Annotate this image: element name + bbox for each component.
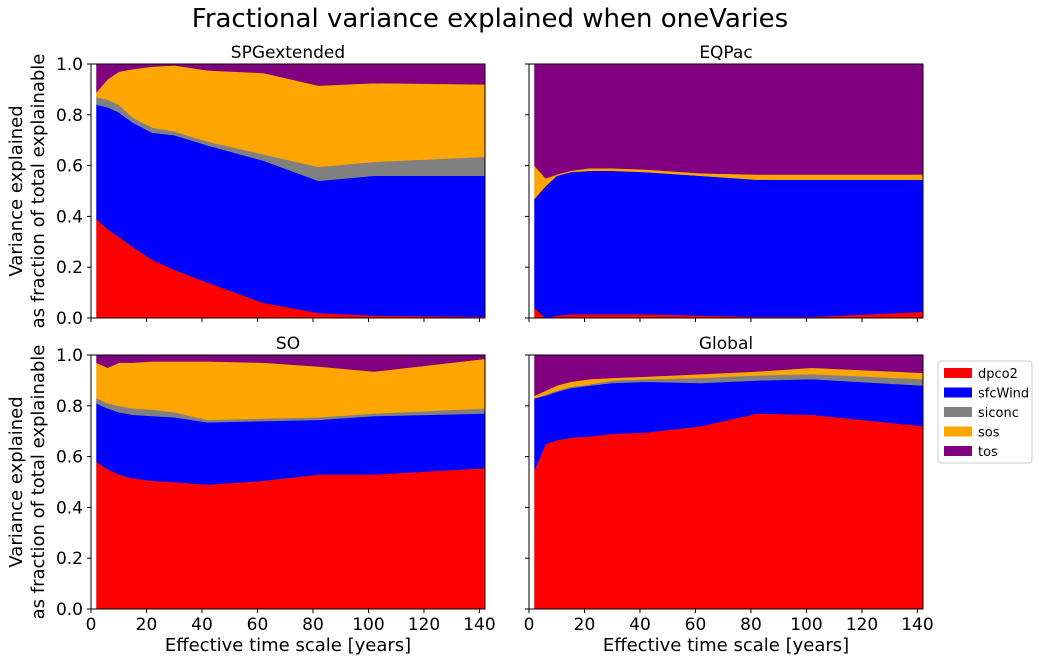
y-tick-label: 0.0 [56, 600, 83, 620]
legend-label-siconc: siconc [978, 406, 1019, 421]
panel-title: EQPac [699, 43, 752, 63]
y-axis-label-line1: Variance explained [6, 105, 27, 276]
panels: SPGextended 0.0 0.2 0.4 0.6 0.8 1.0 Variance ex… [6, 43, 934, 656]
axes-frame [528, 354, 924, 610]
panel-title: SO [276, 334, 300, 354]
legend-label-tos: tos [978, 445, 998, 460]
figure-title: Fractional variance explained when oneVa… [192, 4, 788, 34]
panel-spgextended: SPGextended 0.0 0.2 0.4 0.6 0.8 1.0 Variance ex… [6, 43, 486, 329]
x-axis-label: Effective time scale [years] [165, 635, 411, 656]
legend-label-sfcWind: sfcWind [978, 387, 1029, 402]
y-axis-label-line2: as fraction of total explainable [28, 345, 49, 620]
y-tick-label: 0.0 [56, 309, 83, 329]
axes-frame [528, 63, 924, 319]
stacked-areas [534, 355, 923, 609]
axes-frame [90, 63, 486, 319]
x-tick-label: 0 [86, 615, 97, 635]
legend-swatch-siconc [944, 407, 972, 417]
x-tick-label: 100 [352, 615, 384, 635]
y-tick-label: 0.2 [56, 258, 83, 278]
stacked-areas [534, 64, 923, 318]
panel-global: Global 0 20 40 60 80 100 120 140 Effective time s… [524, 334, 934, 656]
legend-swatch-sfcWind [944, 387, 972, 398]
y-tick-label: 0.4 [56, 498, 83, 518]
x-tick-label: 120 [408, 615, 440, 635]
x-tick-label: 20 [136, 615, 158, 635]
y-axis-label-line2: as fraction of total explainable [28, 54, 49, 329]
x-tick-label: 0 [524, 615, 535, 635]
x-tick-label: 120 [846, 615, 878, 635]
x-tick-label: 140 [901, 615, 933, 635]
x-tick-label: 80 [740, 615, 762, 635]
area-dpco2 [96, 461, 485, 609]
area-tos [534, 64, 923, 179]
panel-title: SPGextended [231, 43, 345, 63]
y-tick-label: 0.6 [56, 157, 83, 177]
legend-box [937, 360, 1033, 464]
area-sfcWind [534, 170, 923, 318]
legend-swatch-tos [944, 446, 972, 456]
panel-title: Global [699, 334, 753, 354]
legend-swatch-sos [944, 426, 972, 437]
x-tick-label: 100 [790, 615, 822, 635]
panel-eqpac: EQPac [525, 43, 924, 322]
panel-so: SO 0.0 0.2 0.4 0.6 0.8 1.0 0 20 40 60 80 100 120 140 Ef… [6, 334, 496, 656]
legend-label-sos: sos [978, 426, 1000, 441]
stacked-areas [96, 355, 485, 609]
stacked-areas [96, 64, 485, 318]
x-tick-label: 40 [629, 615, 651, 635]
x-tick-label: 60 [685, 615, 707, 635]
legend: dpco2 sfcWind siconc sos tos [937, 360, 1033, 464]
x-axis-label: Effective time scale [years] [603, 635, 849, 656]
legend-label-dpco2: dpco2 [978, 367, 1018, 382]
x-tick-label: 60 [247, 615, 269, 635]
x-tick-label: 80 [302, 615, 324, 635]
y-tick-label: 0.2 [56, 549, 83, 569]
x-tick-label: 140 [463, 615, 495, 635]
area-tos [534, 355, 923, 397]
y-tick-label: 0.6 [56, 448, 83, 468]
y-tick-label: 0.4 [56, 207, 83, 227]
x-tick-label: 20 [574, 615, 596, 635]
area-tos [96, 64, 485, 93]
area-tos [96, 355, 485, 372]
x-tick-label: 40 [191, 615, 213, 635]
legend-swatch-dpco2 [944, 368, 972, 378]
y-tick-label: 1.0 [56, 346, 83, 366]
y-tick-label: 1.0 [56, 55, 83, 75]
y-tick-label: 0.8 [56, 106, 83, 126]
y-tick-label: 0.8 [56, 397, 83, 417]
y-axis-label-line1: Variance explained [6, 396, 27, 567]
area-dpco2 [534, 413, 923, 609]
axes-frame [90, 354, 486, 610]
